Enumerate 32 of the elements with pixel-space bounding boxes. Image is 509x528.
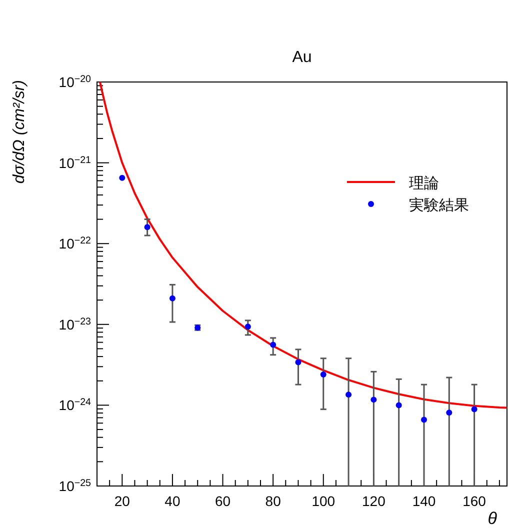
point <box>119 174 126 181</box>
x-tick-label: 80 <box>265 493 282 509</box>
y-tick-label: 10$^{−21}$ <box>58 154 91 171</box>
point <box>420 416 427 423</box>
point <box>244 324 251 330</box>
x-tick-label: 60 <box>214 493 231 509</box>
y-tick-label: 10$^{−23}$ <box>58 316 92 332</box>
point <box>471 406 478 412</box>
chart-title: Au <box>292 49 312 66</box>
point <box>270 342 276 348</box>
x-tick-label: 20 <box>114 493 130 509</box>
point <box>446 410 452 416</box>
point <box>320 371 326 378</box>
x-tick-label: 140 <box>412 493 436 509</box>
y-axis-title: dσ/dΩ (cm²/sr) <box>11 80 28 184</box>
y-tick-label: 10$^{−25}$ <box>58 478 92 494</box>
x-tick-label: 160 <box>462 493 486 509</box>
legend-label: 実験結果 <box>409 197 469 214</box>
y-tick-label: 10$^{−20}$ <box>58 74 92 90</box>
point <box>169 295 176 302</box>
point <box>396 402 402 408</box>
y-tick-label: 10$^{−24}$ <box>58 396 92 414</box>
x-tick-label: 120 <box>362 493 386 509</box>
y-tick-label: 10$^{−22}$ <box>58 235 91 252</box>
point <box>295 359 302 366</box>
legend-label: 理論 <box>409 175 439 192</box>
x-axis-title: θ <box>488 509 498 528</box>
point <box>370 396 377 403</box>
x-tick-label: 100 <box>312 493 336 509</box>
x-tick-label: 40 <box>164 493 180 509</box>
point <box>144 224 150 230</box>
point <box>346 392 352 398</box>
